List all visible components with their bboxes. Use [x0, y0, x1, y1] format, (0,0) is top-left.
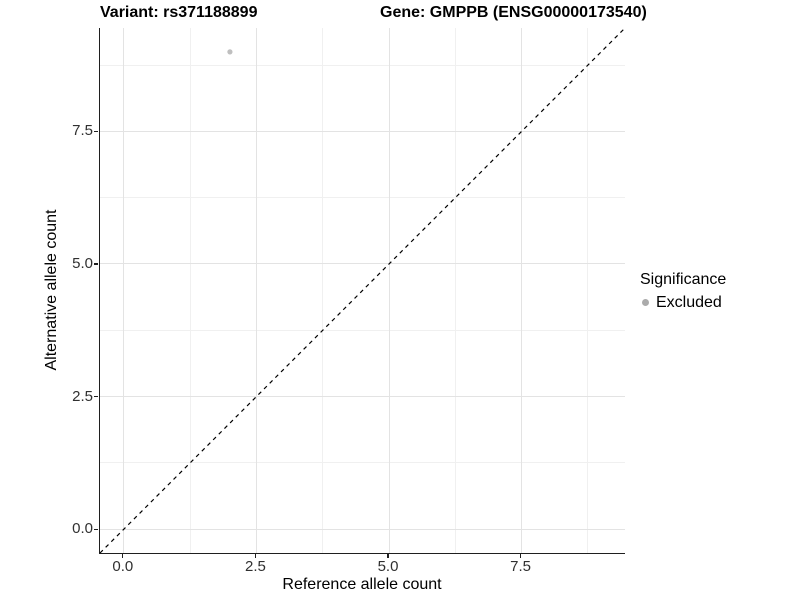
y-axis-tick: [94, 263, 98, 265]
minor-gridline-horizontal: [100, 197, 625, 199]
major-gridline-horizontal: [100, 396, 625, 398]
major-gridline-vertical: [521, 28, 523, 553]
legend-item-label: Excluded: [656, 294, 722, 311]
minor-gridline-vertical: [454, 28, 456, 553]
identity-dashed-line: [99, 27, 626, 554]
y-tick-label: 2.5: [72, 387, 93, 405]
y-tick-label: 0.0: [72, 520, 93, 538]
plot-title-gene: Gene: GMPPB (ENSG00000173540): [380, 4, 647, 21]
y-tick-label: 7.5: [72, 122, 93, 140]
x-axis-tick: [519, 554, 522, 558]
minor-gridline-vertical: [322, 28, 324, 553]
y-axis-tick: [94, 130, 98, 132]
x-tick-label: 5.0: [377, 558, 399, 575]
x-axis-title-text: Reference allele count: [282, 576, 442, 593]
y-axis-tick: [94, 528, 98, 530]
major-gridline-horizontal: [100, 528, 625, 530]
x-tick-label: 0.0: [112, 558, 134, 575]
minor-gridline-vertical: [189, 28, 191, 553]
legend: Significance Excluded: [640, 270, 726, 312]
legend-title: Significance: [640, 271, 727, 288]
x-tick-label: 7.5: [510, 558, 531, 575]
minor-gridline-horizontal: [100, 329, 625, 331]
x-axis-tick: [254, 554, 257, 558]
y-axis-tick: [94, 395, 98, 398]
x-axis-tick: [122, 554, 124, 558]
legend-item-excluded: Excluded: [640, 293, 726, 312]
minor-gridline-horizontal: [100, 64, 625, 66]
major-gridline-vertical: [388, 28, 390, 553]
legend-point-icon: [642, 299, 649, 306]
x-tick-label: 2.5: [245, 558, 266, 575]
x-axis-title: Reference allele count: [0, 576, 800, 594]
minor-gridline-vertical: [587, 28, 589, 553]
y-tick-label: 5.0: [72, 254, 93, 272]
major-gridline-horizontal: [100, 263, 625, 265]
plot-panel: [99, 27, 626, 554]
major-gridline-vertical: [123, 28, 125, 553]
major-gridline-vertical: [255, 28, 257, 553]
major-gridline-horizontal: [100, 130, 625, 132]
data-point-excluded: [227, 49, 233, 55]
y-axis-title: Alternative allele count: [43, 209, 60, 371]
plot-canvas: [99, 27, 626, 554]
plot-title-variant: Variant: rs371188899: [100, 4, 258, 21]
x-axis-tick: [387, 554, 389, 558]
minor-gridline-horizontal: [100, 462, 625, 464]
